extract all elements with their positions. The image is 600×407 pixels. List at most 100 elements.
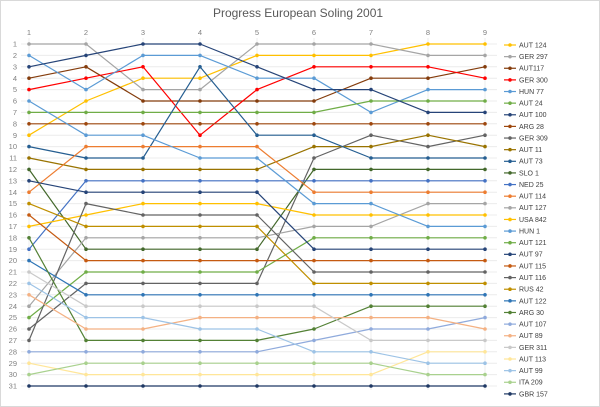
- legend-marker-icon: [508, 252, 512, 257]
- data-point-marker: [198, 372, 202, 377]
- series-line: [27, 65, 487, 137]
- data-point-marker: [141, 133, 145, 137]
- data-point-marker: [255, 247, 259, 251]
- data-point-marker: [369, 99, 373, 103]
- data-point-marker: [483, 258, 487, 263]
- data-point-marker: [426, 99, 430, 103]
- data-point-marker: [426, 338, 430, 343]
- data-point-marker: [27, 304, 31, 309]
- legend-item: GER 309: [504, 135, 548, 142]
- data-point-marker: [483, 133, 487, 137]
- legend-item: AUT 73: [504, 159, 543, 166]
- data-point-marker: [27, 65, 31, 69]
- data-point-marker: [312, 281, 316, 286]
- legend-item: AUT 127: [504, 205, 547, 212]
- data-point-marker: [84, 236, 88, 240]
- data-point-marker: [483, 144, 487, 149]
- data-point-marker: [198, 190, 202, 194]
- data-point-marker: [27, 201, 31, 206]
- data-point-marker: [369, 201, 373, 206]
- data-point-marker: [426, 327, 430, 331]
- data-point-marker: [198, 327, 202, 331]
- data-point-marker: [141, 247, 145, 251]
- data-point-marker: [141, 213, 145, 217]
- y-tick-label: 14: [9, 188, 17, 197]
- data-point-marker: [141, 167, 145, 172]
- y-tick-label: 26: [9, 325, 17, 334]
- x-axis-labels: 1 2 3 4 5 6 7 8 9: [27, 28, 487, 37]
- legend-marker-icon: [508, 392, 512, 396]
- data-point-marker: [84, 258, 88, 263]
- data-point-marker: [312, 224, 316, 229]
- data-point-marker: [84, 270, 88, 274]
- data-point-marker: [27, 293, 31, 297]
- data-point-marker: [84, 213, 88, 217]
- data-point-marker: [27, 327, 31, 331]
- legend-marker-icon: [508, 275, 512, 280]
- data-point-marker: [84, 327, 88, 331]
- data-point-marker: [141, 384, 145, 388]
- data-point-marker: [483, 65, 487, 69]
- data-point-marker: [198, 350, 202, 354]
- data-point-marker: [312, 110, 316, 115]
- data-point-marker: [27, 99, 31, 103]
- legend-label: AUT 100: [519, 112, 547, 119]
- data-point-marker: [141, 99, 145, 103]
- legend-item: AUT 116: [504, 275, 546, 282]
- data-point-marker: [141, 281, 145, 286]
- series-line: [27, 281, 487, 366]
- legend-item: AUT 99: [504, 368, 543, 375]
- data-point-marker: [198, 384, 202, 388]
- data-point-marker: [198, 201, 202, 206]
- data-point-marker: [255, 122, 259, 126]
- series-line: [27, 179, 487, 251]
- data-point-marker: [141, 190, 145, 194]
- data-point-marker: [312, 236, 316, 240]
- data-point-marker: [426, 110, 430, 115]
- data-point-marker: [198, 179, 202, 183]
- series-line: [27, 42, 487, 92]
- y-tick-label: 5: [13, 85, 17, 94]
- data-point-marker: [426, 122, 430, 126]
- data-point-marker: [255, 338, 259, 343]
- data-point-marker: [198, 110, 202, 115]
- data-point-marker: [141, 293, 145, 297]
- legend-item: AUT 115: [504, 263, 546, 270]
- data-point-marker: [369, 361, 373, 366]
- data-point-marker: [84, 167, 88, 172]
- data-point-marker: [483, 247, 487, 251]
- data-point-marker: [369, 350, 373, 354]
- data-point-marker: [369, 270, 373, 274]
- data-point-marker: [141, 372, 145, 377]
- y-tick-label: 27: [9, 336, 17, 345]
- data-point-marker: [255, 281, 259, 286]
- data-point-marker: [84, 87, 88, 92]
- data-point-marker: [84, 247, 88, 251]
- data-point-marker: [483, 167, 487, 172]
- data-point-marker: [483, 270, 487, 274]
- y-tick-label: 30: [9, 370, 17, 379]
- data-point-marker: [27, 76, 31, 80]
- data-point-marker: [312, 190, 316, 194]
- data-point-marker: [255, 53, 259, 58]
- data-point-marker: [312, 338, 316, 343]
- data-point-marker: [141, 270, 145, 274]
- legend-marker-icon: [508, 345, 512, 350]
- legend-label: ITA 209: [519, 380, 543, 387]
- x-tick-label: 8: [426, 28, 430, 37]
- legend-label: AUT 11: [519, 147, 542, 154]
- data-point-marker: [483, 281, 487, 286]
- data-point-marker: [369, 65, 373, 69]
- data-point-marker: [255, 110, 259, 115]
- data-point-marker: [27, 224, 31, 229]
- data-point-marker: [27, 236, 31, 240]
- legend-marker-icon: [508, 357, 512, 361]
- series-line: [27, 201, 487, 286]
- series-line: [27, 42, 487, 115]
- series-line: [27, 384, 487, 388]
- data-point-marker: [198, 213, 202, 217]
- data-point-marker: [27, 42, 31, 46]
- data-point-marker: [255, 133, 259, 137]
- data-point-marker: [27, 213, 31, 217]
- data-point-marker: [255, 350, 259, 354]
